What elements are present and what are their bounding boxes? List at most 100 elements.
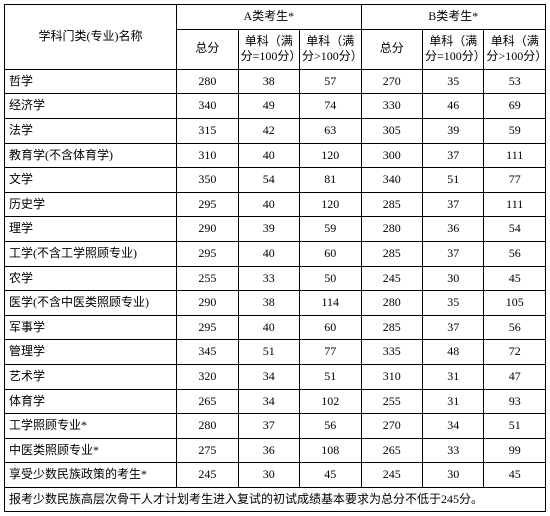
cell-b-subover100: 77 bbox=[484, 168, 546, 193]
header-b-subover100: 单科（满分>100分） bbox=[484, 29, 546, 69]
cell-a-sub100: 54 bbox=[238, 168, 299, 193]
cell-b-total: 245 bbox=[361, 266, 422, 291]
cell-b-total: 270 bbox=[361, 414, 422, 439]
cell-a-subover100: 60 bbox=[300, 315, 362, 340]
table-row: 中医类照顾专业*275361082653399 bbox=[5, 438, 546, 463]
cell-a-sub100: 38 bbox=[238, 69, 299, 94]
cell-a-sub100: 49 bbox=[238, 94, 299, 119]
table-row: 教育学(不含体育学)3104012030037111 bbox=[5, 143, 546, 168]
cell-a-subover100: 74 bbox=[300, 94, 362, 119]
cell-a-sub100: 40 bbox=[238, 143, 299, 168]
cell-b-subover100: 59 bbox=[484, 118, 546, 143]
cell-a-total: 280 bbox=[177, 414, 238, 439]
cell-a-subover100: 59 bbox=[300, 217, 362, 242]
cell-b-total: 265 bbox=[361, 438, 422, 463]
row-name: 哲学 bbox=[5, 69, 177, 94]
cell-a-total: 290 bbox=[177, 291, 238, 316]
row-name: 历史学 bbox=[5, 192, 177, 217]
header-group-b: B类考生* bbox=[361, 5, 545, 30]
cell-a-sub100: 34 bbox=[238, 364, 299, 389]
row-name: 工学照顾专业* bbox=[5, 414, 177, 439]
table-row: 医学(不含中医类照顾专业)2903811428035105 bbox=[5, 291, 546, 316]
cell-a-total: 255 bbox=[177, 266, 238, 291]
header-a-sub100: 单科（满分=100分） bbox=[238, 29, 299, 69]
cell-a-sub100: 37 bbox=[238, 414, 299, 439]
table-body: 哲学28038572703553经济学34049743304669法学31542… bbox=[5, 69, 546, 487]
cell-a-total: 340 bbox=[177, 94, 238, 119]
cell-b-subover100: 47 bbox=[484, 364, 546, 389]
header-name: 学科门类(专业)名称 bbox=[5, 5, 177, 70]
cell-b-sub100: 33 bbox=[422, 438, 483, 463]
cell-b-sub100: 46 bbox=[422, 94, 483, 119]
cell-a-subover100: 77 bbox=[300, 340, 362, 365]
row-name: 理学 bbox=[5, 217, 177, 242]
cell-a-total: 295 bbox=[177, 241, 238, 266]
footer-row: 报考少数民族高层次骨干人才计划考生进入复试的初试成绩基本要求为总分不低于245分… bbox=[5, 487, 546, 512]
cell-a-total: 310 bbox=[177, 143, 238, 168]
row-name: 经济学 bbox=[5, 94, 177, 119]
cell-a-subover100: 63 bbox=[300, 118, 362, 143]
cell-a-subover100: 108 bbox=[300, 438, 362, 463]
cell-a-sub100: 30 bbox=[238, 463, 299, 488]
cell-b-total: 280 bbox=[361, 291, 422, 316]
row-name: 军事学 bbox=[5, 315, 177, 340]
cell-b-total: 305 bbox=[361, 118, 422, 143]
row-name: 教育学(不含体育学) bbox=[5, 143, 177, 168]
score-table: 学科门类(专业)名称 A类考生* B类考生* 总分 单科（满分=100分） 单科… bbox=[4, 4, 546, 512]
row-name: 农学 bbox=[5, 266, 177, 291]
cell-b-subover100: 111 bbox=[484, 192, 546, 217]
cell-a-subover100: 51 bbox=[300, 364, 362, 389]
cell-b-subover100: 51 bbox=[484, 414, 546, 439]
cell-b-total: 280 bbox=[361, 217, 422, 242]
table-row: 历史学2954012028537111 bbox=[5, 192, 546, 217]
cell-b-total: 285 bbox=[361, 192, 422, 217]
cell-b-total: 255 bbox=[361, 389, 422, 414]
table-row: 军事学29540602853756 bbox=[5, 315, 546, 340]
header-a-total: 总分 bbox=[177, 29, 238, 69]
header-b-sub100: 单科（满分=100分） bbox=[422, 29, 483, 69]
row-name: 艺术学 bbox=[5, 364, 177, 389]
table-row: 经济学34049743304669 bbox=[5, 94, 546, 119]
cell-a-subover100: 102 bbox=[300, 389, 362, 414]
cell-b-subover100: 53 bbox=[484, 69, 546, 94]
cell-b-subover100: 93 bbox=[484, 389, 546, 414]
cell-b-sub100: 34 bbox=[422, 414, 483, 439]
cell-b-sub100: 30 bbox=[422, 463, 483, 488]
table-row: 享受少数民族政策的考生*24530452453045 bbox=[5, 463, 546, 488]
cell-b-subover100: 99 bbox=[484, 438, 546, 463]
cell-b-subover100: 45 bbox=[484, 266, 546, 291]
cell-a-total: 290 bbox=[177, 217, 238, 242]
cell-b-sub100: 35 bbox=[422, 69, 483, 94]
cell-a-total: 345 bbox=[177, 340, 238, 365]
header-a-subover100: 单科（满分>100分） bbox=[300, 29, 362, 69]
table-row: 哲学28038572703553 bbox=[5, 69, 546, 94]
cell-a-total: 275 bbox=[177, 438, 238, 463]
cell-b-sub100: 39 bbox=[422, 118, 483, 143]
cell-b-sub100: 30 bbox=[422, 266, 483, 291]
cell-b-sub100: 31 bbox=[422, 389, 483, 414]
cell-b-subover100: 45 bbox=[484, 463, 546, 488]
row-name: 中医类照顾专业* bbox=[5, 438, 177, 463]
cell-b-total: 285 bbox=[361, 315, 422, 340]
cell-a-total: 315 bbox=[177, 118, 238, 143]
cell-a-sub100: 33 bbox=[238, 266, 299, 291]
cell-b-subover100: 72 bbox=[484, 340, 546, 365]
cell-b-total: 245 bbox=[361, 463, 422, 488]
row-name: 体育学 bbox=[5, 389, 177, 414]
cell-b-sub100: 51 bbox=[422, 168, 483, 193]
table-row: 工学照顾专业*28037562703451 bbox=[5, 414, 546, 439]
table-row: 管理学34551773354872 bbox=[5, 340, 546, 365]
cell-a-subover100: 120 bbox=[300, 143, 362, 168]
cell-b-total: 335 bbox=[361, 340, 422, 365]
cell-b-subover100: 56 bbox=[484, 315, 546, 340]
cell-a-subover100: 56 bbox=[300, 414, 362, 439]
cell-b-sub100: 37 bbox=[422, 241, 483, 266]
cell-a-subover100: 45 bbox=[300, 463, 362, 488]
cell-b-total: 285 bbox=[361, 241, 422, 266]
cell-b-sub100: 31 bbox=[422, 364, 483, 389]
cell-a-sub100: 38 bbox=[238, 291, 299, 316]
cell-b-subover100: 56 bbox=[484, 241, 546, 266]
cell-a-total: 320 bbox=[177, 364, 238, 389]
header-group-a: A类考生* bbox=[177, 5, 361, 30]
cell-a-sub100: 34 bbox=[238, 389, 299, 414]
